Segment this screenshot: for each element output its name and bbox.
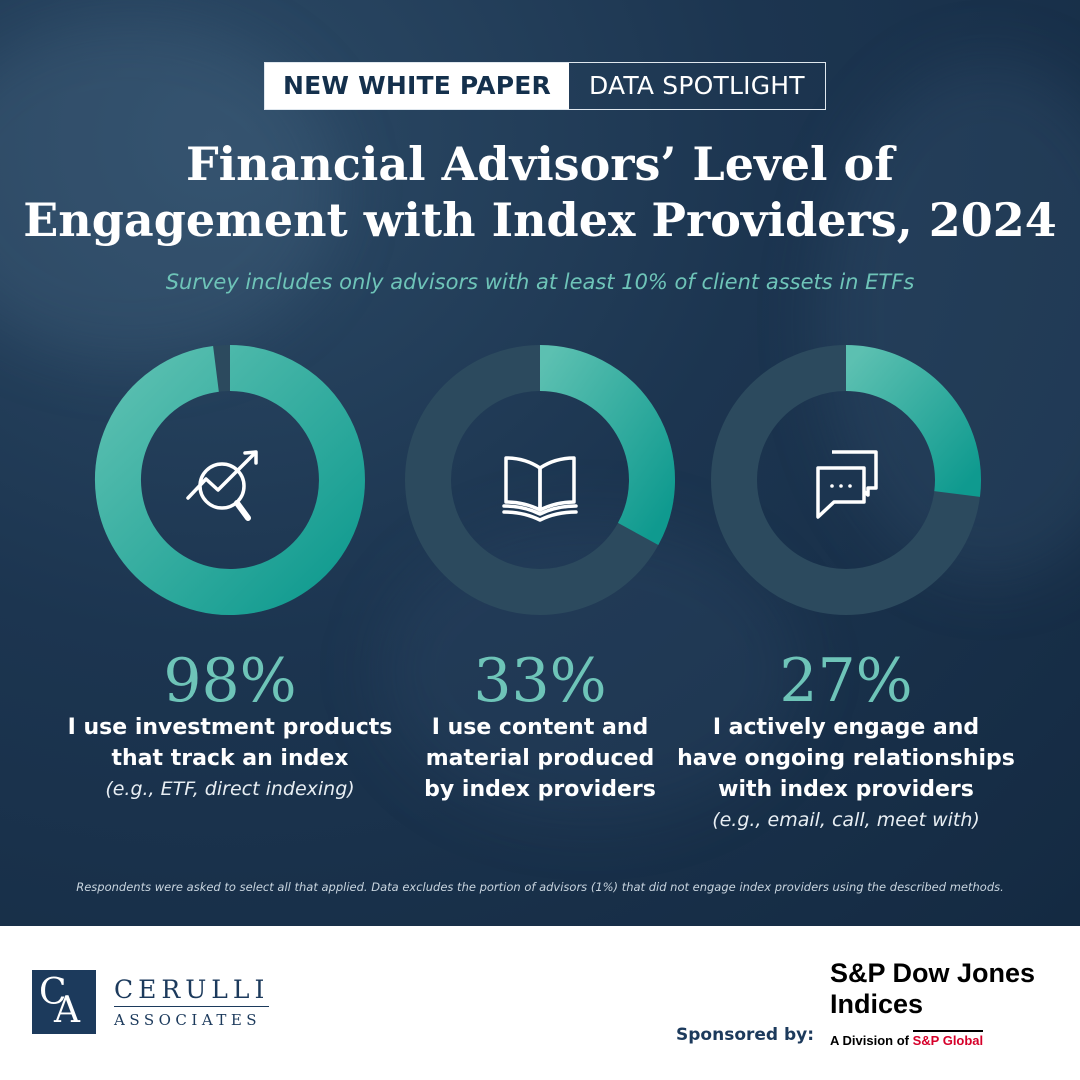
donut-1-value-label: 98% [163,646,297,716]
open-book-icon [502,456,578,522]
title-line-1: Financial Advisors’ Level of [186,137,894,191]
cerulli-associates: ASSOCIATES [114,1011,262,1029]
header-badge: NEW WHITE PAPER DATA SPOTLIGHT [264,62,826,110]
donut-3-caption-note: (e.g., email, call, meet with) [712,809,980,831]
donut-2-caption: I use content and material produced by i… [370,712,710,805]
donut-3-value-arc [845,345,981,497]
donut-3-caption-line: with index providers [718,777,974,802]
sponsor-name-line-2: Indices [830,989,924,1019]
sponsor-name-line-1: S&P Dow Jones [830,958,1036,988]
donut-1-caption-line: that track an index [111,746,349,771]
badge-data-spotlight: DATA SPOTLIGHT [588,71,805,100]
donut-1-caption-note: (e.g., ETF, direct indexing) [105,778,355,800]
donut-charts [95,345,981,615]
cerulli-logo: C A CERULLI ASSOCIATES [32,970,270,1034]
donut-3-caption: I actively engage and have ongoing relat… [676,712,1016,836]
chart-subtitle: Survey includes only advisors with at le… [165,270,915,294]
title-line-2: Engagement with Index Providers, 2024 [23,193,1057,247]
donut-3-caption-line: I actively engage and [712,715,980,740]
sponsor-division: A Division of S&P Global [830,1030,984,1048]
main-panel: NEW WHITE PAPER DATA SPOTLIGHT Financial… [0,0,1080,926]
donut-1 [95,345,365,615]
donut-2 [405,345,675,615]
chart-title: Financial Advisors’ Level of Engagement … [0,136,1080,248]
division-text: A Division of [830,1033,909,1048]
chat-bubbles-icon [816,450,878,519]
donut-1-caption: I use investment products that track an … [60,712,400,805]
cerulli-mark-icon: C A [32,970,96,1034]
cerulli-wordmark: CERULLI ASSOCIATES [114,975,270,1029]
sp-global-name: S&P Global [912,1030,984,1048]
magnifier-chart-icon [186,450,258,521]
donut-3-caption-line: have ongoing relationships [677,746,1015,771]
donut-2-caption-line: I use content and [431,715,649,740]
footnote: Respondents were asked to select all tha… [76,880,1004,894]
badge-new-white-paper: NEW WHITE PAPER [265,63,569,109]
donut-2-caption-line: material produced [425,746,655,771]
donut-2-value-label: 33% [473,646,607,716]
sponsored-by-label: Sponsored by: [676,1025,815,1045]
donut-3 [711,345,981,615]
cerulli-name: CERULLI [114,975,270,1007]
donut-2-caption-line: by index providers [424,777,656,802]
donut-1-value-arc [95,345,365,615]
donut-1-caption-line: I use investment products [67,715,393,740]
donut-3-value-label: 27% [779,646,913,716]
sponsor-logo: S&P Dow Jones Indices [830,958,1060,1020]
donut-2-value-arc [539,345,675,546]
